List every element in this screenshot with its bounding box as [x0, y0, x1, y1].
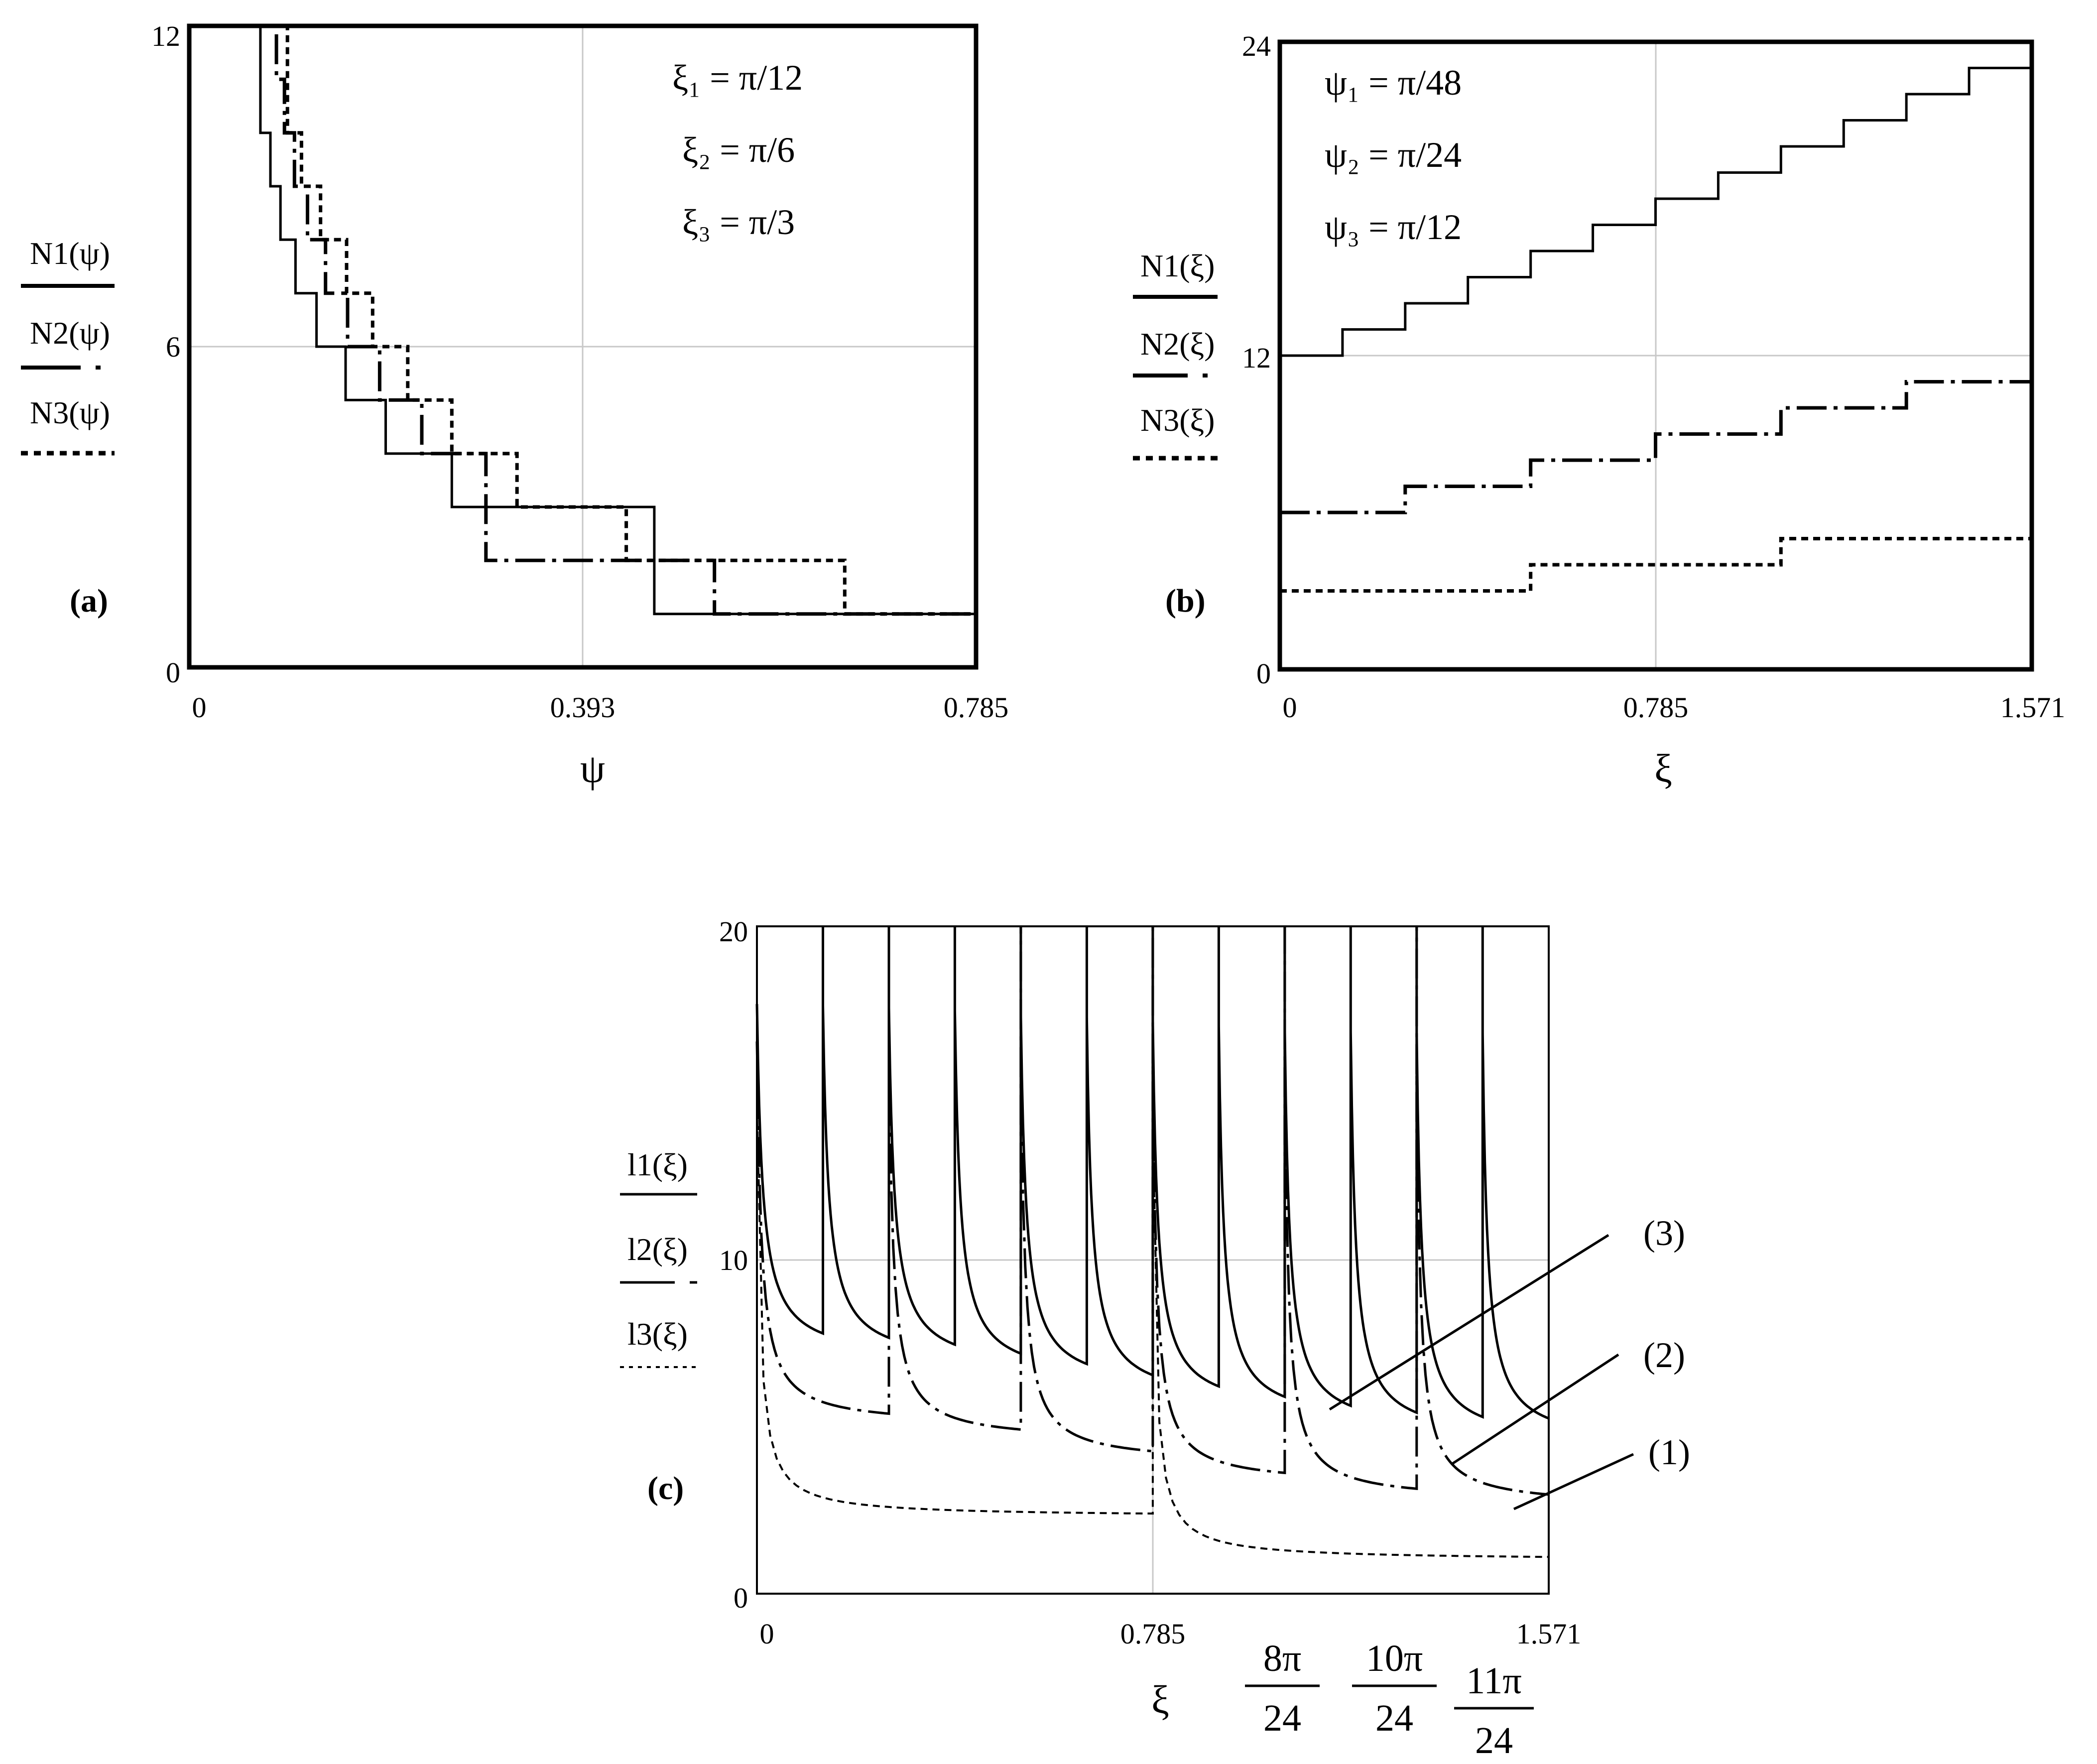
fraction-tick-numerator: 11π: [1466, 1660, 1522, 1702]
chart-panel-b: 24 12 0 0 0.785 1.571 ξ N1(ξ) N2(ξ) N3(ξ…: [1133, 30, 2065, 791]
y-tick-label: 12: [151, 20, 180, 52]
plot-frame-b: [1277, 39, 2034, 672]
legend-entry: N3(ξ): [1140, 402, 1215, 438]
fraction-tick-numerator: 8π: [1263, 1638, 1301, 1679]
series-line-1: [1280, 67, 2032, 357]
leader-line: [1329, 1234, 1609, 1411]
curve-label: (1): [1648, 1432, 1690, 1472]
y-tick-label: 0: [166, 656, 180, 689]
annotation: ψ₃ = π/12: [1325, 207, 1462, 247]
x-tick-label: 0: [192, 691, 207, 724]
series-group-c: [755, 926, 1549, 1558]
x-tick-label: 1.571: [1516, 1618, 1582, 1650]
y-tick-label: 20: [719, 915, 748, 948]
plot-frame-a: [187, 23, 979, 670]
series-line-3: [189, 24, 976, 616]
fraction-tick-denominator: 24: [1375, 1697, 1413, 1739]
series-line-2: [1280, 380, 2032, 514]
annotation: ξ₁ = π/12: [672, 58, 803, 98]
series-curve-2: [755, 926, 1549, 1496]
legend-entry: N1(ξ): [1140, 248, 1215, 283]
x-tick-label: 0.785: [944, 691, 1009, 724]
series-group-b: [1280, 67, 2032, 593]
y-tick-label: 12: [1242, 342, 1271, 374]
legend-entry: N1(ψ): [30, 236, 110, 271]
panel-label: (b): [1165, 583, 1206, 619]
series-group-a: [189, 24, 976, 616]
annotation: ψ₂ = π/24: [1325, 135, 1462, 175]
panel-label: (a): [70, 583, 108, 619]
curve-label: (2): [1643, 1335, 1685, 1375]
y-tick-label: 24: [1242, 30, 1271, 62]
legend-entry: N3(ψ): [30, 395, 110, 430]
x-tick-label: 0.785: [1623, 691, 1689, 724]
legend-entry: N2(ψ): [30, 315, 110, 351]
y-tick-label: 0: [1256, 657, 1271, 690]
series-curve-1: [755, 926, 1549, 1420]
curve-label: (3): [1643, 1213, 1685, 1253]
y-tick-label: 0: [734, 1582, 748, 1614]
series-line-3: [1280, 537, 2032, 593]
fraction-tick-numerator: 10π: [1366, 1638, 1423, 1679]
x-axis-label: ψ: [580, 747, 605, 791]
x-axis-label: ξ: [1654, 747, 1672, 791]
chart-panel-c: 20 10 0 0 0.785 1.571 ξ 8π 24 10π 24 11π…: [620, 915, 1690, 1762]
chart-panel-a: 12 6 0 0 0.393 0.785 ψ N1(ψ) N2(ψ) N3(ψ)…: [21, 20, 1008, 791]
panel-label: (c): [647, 1470, 684, 1507]
series-curve-3: [756, 926, 1549, 1558]
x-tick-label: 0.393: [550, 691, 616, 724]
fraction-tick-denominator: 24: [1263, 1697, 1301, 1739]
annotation: ξ₃ = π/3: [682, 202, 795, 242]
x-tick-label: 0.785: [1120, 1618, 1186, 1650]
x-tick-label: 0: [760, 1618, 774, 1650]
legend-entry: l3(ξ): [627, 1316, 688, 1352]
series-line-1: [189, 24, 976, 616]
fraction-tick-denominator: 24: [1475, 1720, 1513, 1762]
x-tick-label: 1.571: [2000, 691, 2066, 724]
y-tick-label: 6: [166, 331, 180, 363]
annotation: ξ₂ = π/6: [682, 130, 795, 170]
annotation: ψ₁ = π/48: [1325, 63, 1462, 103]
x-axis-label: ξ: [1151, 1678, 1169, 1722]
plot-frame-c: [756, 925, 1550, 1595]
leader-line: [1451, 1353, 1619, 1466]
x-tick-label: 0: [1283, 691, 1297, 724]
series-line-2: [189, 24, 976, 616]
y-tick-label: 10: [719, 1244, 748, 1276]
legend-entry: N2(ξ): [1140, 326, 1215, 362]
leader-line: [1513, 1453, 1634, 1511]
legend-entry: l1(ξ): [627, 1147, 688, 1182]
legend-entry: l2(ξ): [627, 1232, 688, 1267]
